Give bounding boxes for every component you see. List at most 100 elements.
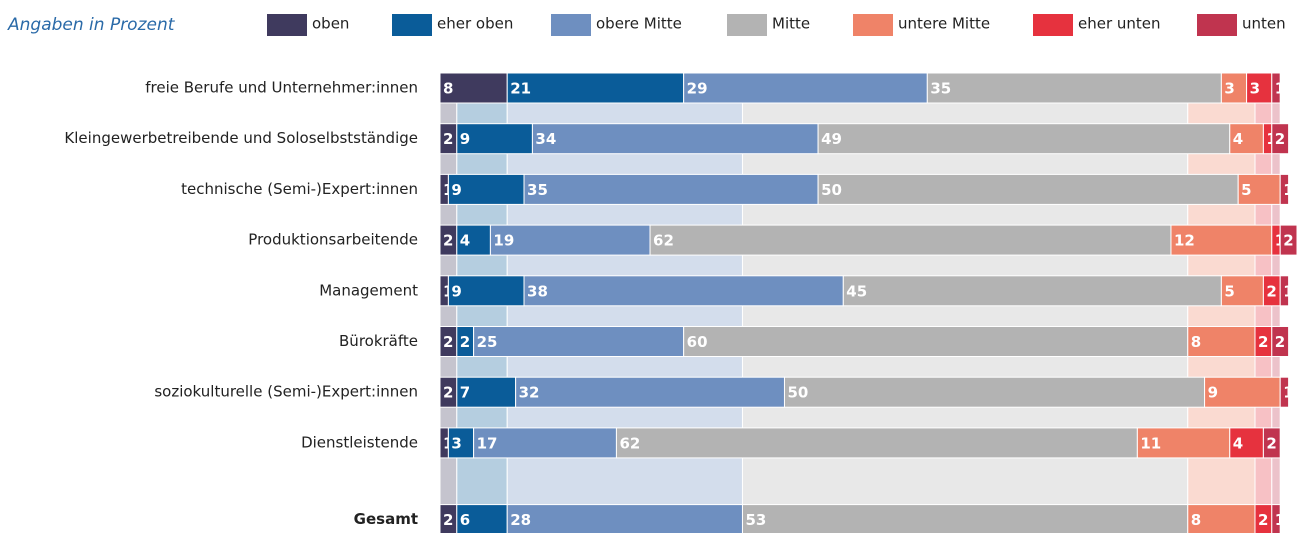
bar-segment xyxy=(531,123,819,155)
bar-segment xyxy=(456,224,491,256)
value-label: 1 xyxy=(1275,80,1285,98)
value-label: 2 xyxy=(1258,333,1268,351)
legend-swatch xyxy=(1197,14,1237,36)
bar-segment xyxy=(515,376,785,408)
value-label: 38 xyxy=(527,282,548,300)
value-label: 11 xyxy=(1140,434,1161,452)
value-label: 2 xyxy=(1266,282,1276,300)
bar-segment xyxy=(506,504,743,533)
value-label: 1 xyxy=(1283,282,1293,300)
value-label: 28 xyxy=(510,511,531,529)
value-label: 8 xyxy=(1191,333,1201,351)
bar-segment xyxy=(683,72,928,104)
bar-segment xyxy=(1220,275,1264,307)
value-label: 6 xyxy=(460,511,470,529)
value-label: 12 xyxy=(1174,232,1195,250)
value-label: 4 xyxy=(1233,130,1243,148)
category-label: Gesamt xyxy=(354,510,418,528)
chart-title: Angaben in Prozent xyxy=(7,15,176,35)
bar-segment xyxy=(489,224,651,256)
category-label: technische (Semi-)Expert:innen xyxy=(181,180,418,198)
value-label: 62 xyxy=(619,434,640,452)
value-label: 32 xyxy=(519,384,540,402)
value-label: 7 xyxy=(460,384,470,402)
value-label: 4 xyxy=(460,232,470,250)
value-label: 34 xyxy=(535,130,556,148)
category-label: Dienstleistende xyxy=(301,433,418,451)
value-label: 9 xyxy=(460,130,470,148)
bar-segment xyxy=(1237,173,1281,205)
value-label: 35 xyxy=(930,80,951,98)
legend-swatch xyxy=(267,14,307,36)
value-label: 21 xyxy=(510,80,531,98)
value-label: 2 xyxy=(1275,130,1285,148)
value-label: 4 xyxy=(1233,434,1243,452)
bar-segment xyxy=(1187,504,1256,533)
value-label: 1 xyxy=(1283,384,1293,402)
bar-segment xyxy=(817,123,1231,155)
category-label: soziokulturelle (Semi-)Expert:innen xyxy=(154,383,418,401)
bar-segment xyxy=(1279,224,1298,256)
value-label: 8 xyxy=(1191,511,1201,529)
legend-swatch xyxy=(551,14,591,36)
legend-label: Mitte xyxy=(772,15,810,33)
bar-segment xyxy=(783,376,1206,408)
category-label: Kleingewerbetreibende und Soloselbststän… xyxy=(64,129,418,147)
bar-segment xyxy=(523,275,844,307)
value-label: 9 xyxy=(1208,384,1218,402)
value-label: 9 xyxy=(451,181,461,199)
category-label: Management xyxy=(319,281,418,299)
value-label: 2 xyxy=(443,333,453,351)
value-label: 3 xyxy=(451,434,461,452)
value-label: 45 xyxy=(846,282,867,300)
bar-segment xyxy=(473,326,685,357)
bar-segment xyxy=(1271,123,1290,155)
legend-swatch xyxy=(727,14,767,36)
value-label: 9 xyxy=(451,282,461,300)
value-label: 2 xyxy=(443,384,453,402)
legend-label: unten xyxy=(1242,15,1286,33)
value-label: 50 xyxy=(787,384,808,402)
bar-segment xyxy=(523,173,819,205)
bar-segment xyxy=(1262,427,1281,459)
legend-swatch xyxy=(392,14,432,36)
value-label: 2 xyxy=(1266,434,1276,452)
value-label: 2 xyxy=(1258,511,1268,529)
bar-segment xyxy=(456,376,517,408)
value-label: 35 xyxy=(527,181,548,199)
value-label: 50 xyxy=(821,181,842,199)
legend-label: oben xyxy=(312,15,349,33)
bar-segment xyxy=(649,224,1172,256)
value-label: 5 xyxy=(1241,181,1251,199)
legend-label: untere Mitte xyxy=(898,15,990,33)
category-label: Bürokräfte xyxy=(339,332,418,350)
value-label: 17 xyxy=(477,434,498,452)
value-label: 25 xyxy=(477,333,498,351)
bar-segment xyxy=(1271,72,1281,104)
value-label: 8 xyxy=(443,80,453,98)
value-label: 53 xyxy=(745,511,766,529)
bar-segment xyxy=(1271,504,1281,533)
bar-segment xyxy=(1271,326,1290,357)
legend-label: eher unten xyxy=(1078,15,1161,33)
bar-segment xyxy=(1279,376,1290,408)
category-label: freie Berufe und Unternehmer:innen xyxy=(145,79,418,97)
bar-segment xyxy=(1229,427,1264,459)
value-label: 3 xyxy=(1224,80,1234,98)
value-label: 49 xyxy=(821,130,842,148)
bar-segment xyxy=(817,173,1239,205)
value-label: 29 xyxy=(687,80,708,98)
bar-segment xyxy=(1187,326,1256,357)
bar-segment xyxy=(1279,173,1290,205)
value-label: 2 xyxy=(460,333,470,351)
value-label: 2 xyxy=(443,130,453,148)
category-label: Produktionsarbeitende xyxy=(248,231,418,249)
value-label: 1 xyxy=(1275,511,1285,529)
value-label: 2 xyxy=(443,232,453,250)
bar-segment xyxy=(1170,224,1273,256)
bar-segment xyxy=(842,275,1222,307)
bar-segment xyxy=(683,326,1189,357)
bar-segment xyxy=(615,427,1138,459)
value-label: 2 xyxy=(443,511,453,529)
